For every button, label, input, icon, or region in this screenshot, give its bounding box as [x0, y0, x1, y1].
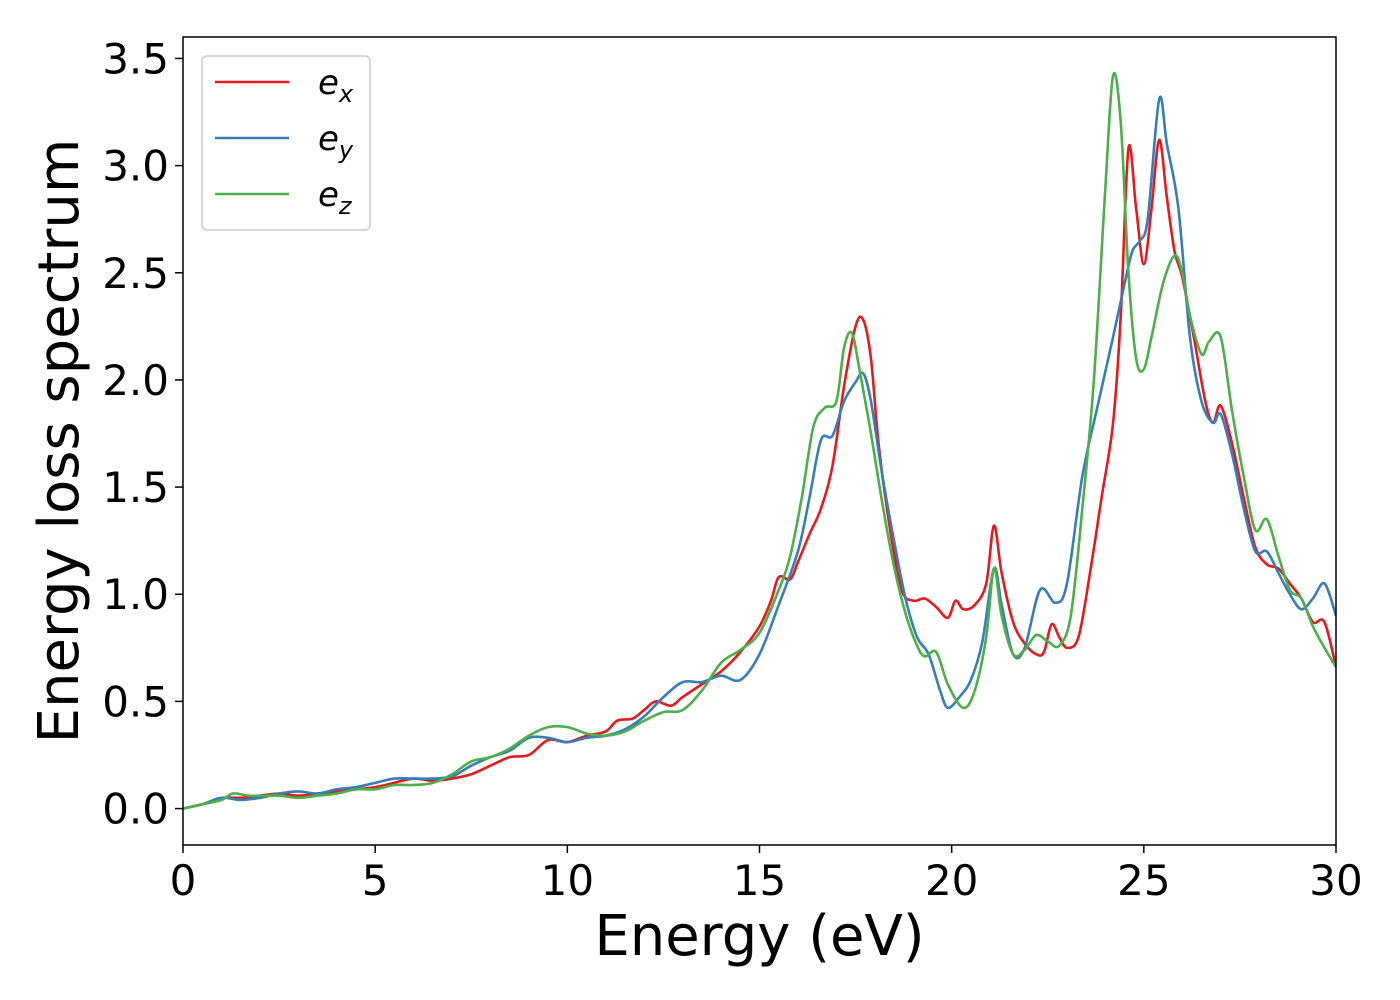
x-tick-label: 0: [170, 856, 197, 905]
x-axis-label: Energy (eV): [594, 904, 924, 969]
legend-label-ex: ex: [318, 63, 354, 108]
y-tick-label: 3.0: [102, 142, 169, 191]
y-tick-label: 1.0: [102, 570, 169, 619]
series-line-ex: [183, 138, 1336, 810]
x-tick-label: 25: [1117, 856, 1170, 905]
y-tick-label: 3.5: [102, 34, 169, 83]
x-axis: 0 5 10 15 20 25 30: [170, 845, 1363, 905]
y-tick-label: 0.5: [102, 677, 169, 726]
y-axis-label: Energy loss spectrum: [27, 139, 92, 744]
x-tick-label: 10: [541, 856, 594, 905]
legend-box: [201, 55, 371, 231]
y-axis: 0.0 0.5 1.0 1.5 2.0 2.5 3.0 3.5: [102, 34, 183, 834]
legend-label-ey: ey: [318, 119, 354, 164]
x-tick-label: 30: [1309, 856, 1362, 905]
legend: ex ey ez: [201, 55, 371, 231]
y-tick-label: 2.0: [102, 356, 169, 405]
series-line-ez: [183, 71, 1336, 810]
x-tick-label: 5: [362, 856, 389, 905]
series-layer: [183, 71, 1336, 810]
x-tick-label: 20: [925, 856, 978, 905]
y-tick-label: 1.5: [102, 463, 169, 512]
y-tick-label: 2.5: [102, 249, 169, 298]
x-tick-label: 15: [733, 856, 786, 905]
legend-label-ez: ez: [318, 175, 353, 220]
y-tick-label: 0.0: [102, 785, 169, 834]
